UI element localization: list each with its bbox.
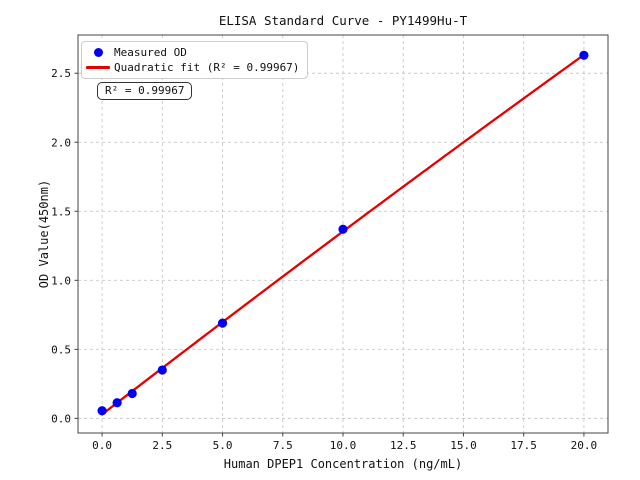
legend-marker-cell [82, 48, 114, 57]
y-tick-label: 0.5 [51, 343, 71, 356]
y-tick-label: 2.5 [51, 67, 71, 80]
data-point [579, 50, 589, 60]
data-point [157, 365, 167, 375]
data-point [112, 398, 122, 408]
legend: Measured OD Quadratic fit (R² = 0.99967) [81, 41, 309, 79]
x-tick-label: 12.5 [390, 439, 417, 452]
x-tick-label: 20.0 [571, 439, 598, 452]
x-tick-label: 5.0 [213, 439, 233, 452]
x-tick-label: 2.5 [152, 439, 172, 452]
data-point [127, 388, 137, 399]
legend-item-quadratic-fit: Quadratic fit (R² = 0.99967) [82, 60, 299, 75]
r-squared-annotation: R² = 0.99967 [97, 82, 193, 100]
x-axis-label: Human DPEP1 Concentration (ng/mL) [223, 457, 463, 471]
data-point [97, 406, 107, 416]
legend-marker-cell [82, 66, 114, 69]
x-tick-label: 17.5 [510, 439, 537, 452]
x-tick-label: 0.0 [92, 439, 112, 452]
legend-label-measured-od: Measured OD [114, 46, 187, 59]
chart-title: ELISA Standard Curve - PY1499Hu-T [218, 13, 468, 28]
legend-item-measured-od: Measured OD [82, 45, 299, 60]
data-point [217, 318, 228, 328]
y-tick-label: 1.5 [51, 205, 71, 218]
y-tick-label: 0.0 [51, 412, 71, 425]
data-point [338, 224, 348, 234]
legend-label-quadratic-fit: Quadratic fit (R² = 0.99967) [114, 61, 300, 74]
y-tick-label: 1.0 [51, 274, 71, 287]
fit-line-icon [86, 66, 110, 69]
x-tick-label: 7.5 [273, 439, 293, 452]
y-tick-label: 2.0 [51, 136, 71, 149]
x-tick-label: 10.0 [330, 439, 357, 452]
x-tick-label: 15.0 [450, 439, 477, 452]
y-axis-label: OD Value(450nm) [37, 179, 51, 289]
measured-od-dot-icon [93, 48, 103, 57]
